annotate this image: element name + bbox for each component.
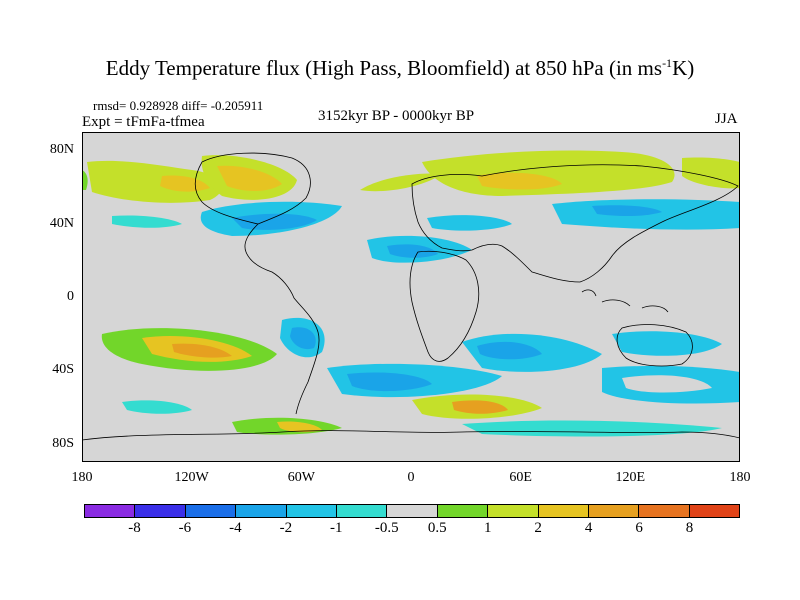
- season-label: JJA: [715, 111, 738, 127]
- colorbar-label: -2: [279, 520, 293, 536]
- colorbar-label: 2: [534, 520, 542, 536]
- colorbar: [84, 504, 740, 518]
- x-tick-label: 120W: [174, 470, 209, 485]
- y-tick-label: 80S: [52, 435, 74, 451]
- coastlines: [82, 152, 740, 441]
- flux-region: [232, 213, 317, 230]
- stats-label: rmsd= 0.928928 diff= -0.205911: [93, 98, 264, 113]
- flux-region: [160, 175, 210, 192]
- colorbar-label: 6: [635, 520, 643, 536]
- world-map: [82, 132, 740, 462]
- colorbar-swatch: [236, 505, 287, 517]
- x-tick-label: 60W: [287, 470, 315, 485]
- colorbar-swatch: [689, 505, 740, 517]
- flux-region: [122, 400, 192, 414]
- eurasia-coast: [411, 164, 739, 283]
- colorbar-swatch: [135, 505, 186, 517]
- colorbar-label: -6: [178, 520, 192, 536]
- flux-region: [612, 331, 722, 356]
- colorbar-swatch: [437, 505, 489, 517]
- flux-region: [277, 421, 322, 433]
- colorbar-swatch: [639, 505, 690, 517]
- colorbar-label: -1: [330, 520, 343, 536]
- north-america-west: [194, 161, 259, 225]
- map-frame: [82, 132, 740, 462]
- y-tick-label: 80N: [49, 142, 74, 158]
- colorbar-label: -4: [229, 520, 242, 536]
- colorbar-swatch: [588, 505, 640, 517]
- flux-region: [477, 341, 542, 360]
- flux-region: [172, 343, 232, 358]
- australia-coast: [616, 324, 693, 367]
- flux-region: [360, 173, 442, 192]
- x-tick-label: 60E: [509, 470, 532, 485]
- colorbar-label: 0.5: [427, 520, 447, 536]
- y-tick-label: 40S: [52, 362, 74, 378]
- y-tick-label: 40N: [49, 215, 74, 231]
- colorbar-swatch: [185, 505, 237, 517]
- americas-coast: [201, 152, 320, 415]
- x-tick-label: 120E: [615, 470, 646, 485]
- africa-coast: [409, 250, 480, 362]
- flux-region: [290, 327, 316, 350]
- flux-region: [82, 170, 88, 190]
- flux-region: [427, 215, 512, 231]
- colorbar-swatch: [387, 505, 438, 517]
- experiment-label: Expt = tFmFa-tfmea: [82, 114, 205, 130]
- flux-region: [592, 205, 662, 216]
- colorbar-label: 1: [483, 520, 492, 536]
- colorbar-swatch: [488, 505, 539, 517]
- antarctica-coast: [82, 430, 740, 441]
- colorbar-label: 4: [584, 520, 593, 536]
- colorbar-swatch: [85, 505, 136, 517]
- flux-region: [477, 172, 562, 190]
- colorbar-label: 8: [685, 520, 694, 536]
- colorbar-swatch: [336, 505, 388, 517]
- x-tick-label: 0: [407, 470, 415, 485]
- flux-region: [217, 165, 282, 191]
- x-tick-label: 180: [71, 470, 93, 485]
- flux-region: [452, 400, 508, 414]
- flux-region: [87, 160, 222, 203]
- colorbar-swatch: [286, 505, 337, 517]
- y-tick-label: 0: [67, 289, 74, 304]
- x-tick-label: 180: [729, 470, 751, 485]
- colorbar-swatch: [538, 505, 589, 517]
- period-label: 3152kyr BP - 0000kyr BP: [318, 108, 475, 124]
- islands: [581, 289, 669, 313]
- flux-region: [112, 215, 182, 228]
- flux-region: [682, 157, 740, 189]
- colorbar-label: -0.5: [374, 520, 399, 536]
- flux-region: [347, 372, 432, 392]
- flux-region: [622, 375, 712, 393]
- flux-region: [387, 244, 438, 258]
- colorbar-label: -8: [128, 520, 141, 536]
- chart-title: Eddy Temperature flux (High Pass, Bloomf…: [105, 56, 695, 80]
